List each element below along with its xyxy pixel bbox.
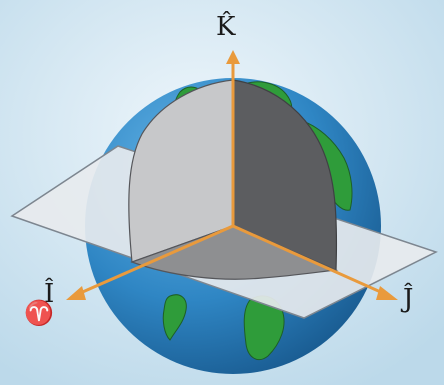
vernal-equinox-symbol: ♈ [24, 299, 54, 327]
i-axis-arrowhead [66, 286, 86, 300]
cutaway-wall-left [128, 79, 234, 263]
j-axis-arrowhead [376, 286, 398, 300]
cutaway-floor [130, 225, 339, 280]
j-axis-label: Ĵ [403, 284, 414, 314]
continent-south-america [162, 294, 187, 341]
cutaway-wall-right [232, 79, 338, 271]
i-axis-label: Î [44, 279, 55, 309]
k-axis-label: K̂ [216, 12, 236, 42]
k-axis-arrowhead [226, 50, 240, 64]
j-axis [232, 224, 386, 296]
axes [66, 50, 398, 300]
i-axis [77, 224, 234, 296]
